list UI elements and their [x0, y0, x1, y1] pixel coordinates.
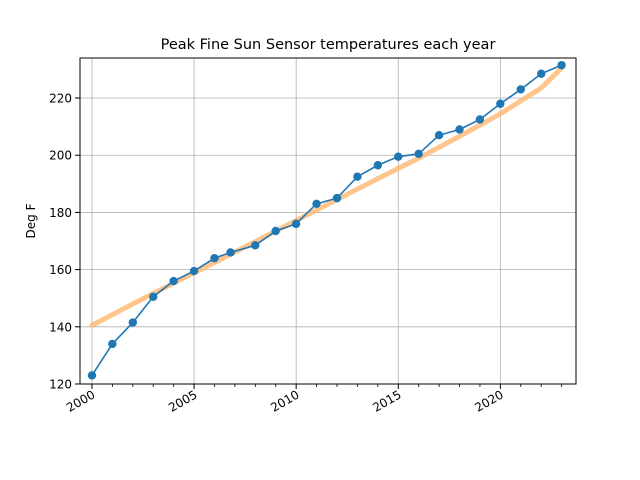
data-point	[149, 292, 158, 301]
data-point	[537, 69, 546, 78]
data-point	[87, 371, 97, 380]
x-tick-label: 2020	[472, 387, 505, 414]
data-point	[496, 99, 505, 108]
data-point	[210, 253, 219, 263]
data-point	[189, 266, 199, 276]
y-tick-label: 220	[49, 92, 72, 106]
data-point	[373, 161, 383, 170]
data-point	[414, 149, 423, 158]
x-tick-label: 2015	[370, 387, 403, 414]
data-point	[251, 241, 260, 250]
data-point	[169, 276, 178, 286]
data-point	[516, 85, 525, 94]
y-tick-label: 140	[49, 320, 72, 334]
data-point	[557, 60, 566, 70]
data-point	[271, 226, 280, 236]
data-point	[475, 115, 485, 124]
data-point	[332, 193, 342, 203]
y-axis-label: Deg F	[24, 203, 38, 238]
data-point	[394, 152, 403, 161]
series-line	[91, 64, 562, 376]
data-point	[226, 248, 235, 257]
x-tick-label: 2005	[166, 387, 199, 414]
y-tick-label: 160	[49, 263, 72, 277]
chart-title: Peak Fine Sun Sensor temperatures each y…	[161, 37, 496, 53]
plot-frame	[79, 57, 577, 385]
data-point	[455, 125, 464, 134]
y-tick-label: 120	[49, 378, 72, 392]
y-tick-label: 200	[49, 149, 72, 163]
data-point	[312, 199, 321, 209]
x-tick-label: 2000	[64, 387, 97, 414]
data-point	[108, 339, 117, 349]
data-point	[291, 219, 301, 229]
data-point	[353, 172, 362, 181]
fit-layer	[89, 65, 565, 328]
y-tick-label: 180	[49, 206, 72, 220]
axes-layer: 2000 2005 2010 2015 2020 120 140 160 180 200 220	[49, 57, 577, 415]
x-tick-label: 2010	[268, 387, 301, 414]
data-point	[434, 131, 444, 140]
fit-line	[89, 65, 565, 328]
data-layer	[87, 60, 566, 380]
data-point	[128, 318, 138, 327]
